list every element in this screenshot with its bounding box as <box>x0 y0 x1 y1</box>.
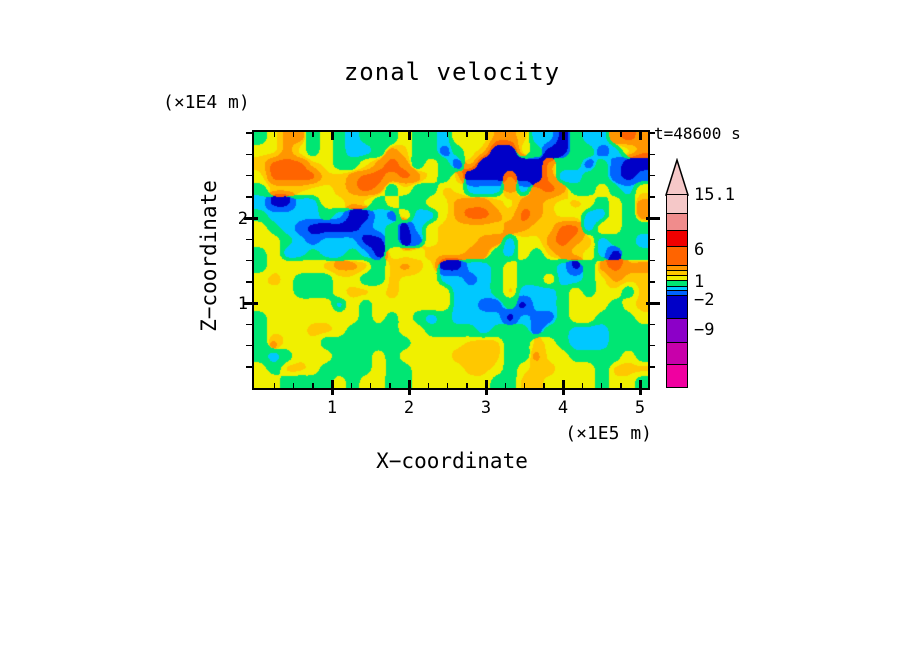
tick-mark <box>504 383 506 388</box>
tick-mark <box>446 132 449 137</box>
tick-mark <box>649 259 655 262</box>
tick-mark <box>543 383 545 388</box>
tick-mark <box>246 344 252 347</box>
tick-mark <box>427 383 429 388</box>
colorbar-segment <box>666 318 688 343</box>
tick-mark <box>292 132 295 137</box>
tick-mark <box>312 383 314 388</box>
tick-mark <box>581 132 583 137</box>
tick-mark <box>649 238 655 240</box>
tick-mark <box>581 383 583 388</box>
tick-mark <box>427 132 429 137</box>
y-tick-label: 1 <box>237 294 248 314</box>
tick-mark <box>246 196 252 198</box>
tick-mark <box>246 132 252 134</box>
colorbar-value-label: −2 <box>694 290 715 310</box>
colorbar-value-label: 1 <box>694 272 705 292</box>
tick-mark <box>273 383 275 388</box>
tick-mark <box>350 132 352 137</box>
tick-mark <box>561 132 565 140</box>
tick-mark <box>350 383 352 388</box>
tick-mark <box>389 132 391 137</box>
tick-mark <box>246 259 252 262</box>
tick-mark <box>504 132 506 137</box>
colorbar-segment <box>666 342 688 365</box>
tick-mark <box>638 132 642 140</box>
tick-mark <box>389 383 391 388</box>
tick-mark <box>646 216 660 220</box>
tick-mark <box>638 380 642 395</box>
tick-mark <box>244 216 258 220</box>
plot-frame <box>252 130 650 390</box>
tick-mark <box>649 174 655 177</box>
tick-mark <box>446 383 449 388</box>
tick-mark <box>369 383 372 388</box>
tick-mark <box>246 174 252 177</box>
x-tick-label: 5 <box>634 398 646 418</box>
tick-mark <box>312 132 314 137</box>
tick-mark <box>246 323 252 325</box>
tick-mark <box>484 132 488 140</box>
tick-mark <box>649 196 655 198</box>
y-axis-units-label: (×1E4 m) <box>163 92 250 113</box>
tick-mark <box>246 238 252 240</box>
colorbar-segment <box>666 295 688 319</box>
tick-mark <box>407 132 411 140</box>
tick-mark <box>407 380 411 395</box>
tick-mark <box>330 380 334 395</box>
x-tick-label: 3 <box>480 398 492 418</box>
tick-mark <box>646 301 660 305</box>
colorbar-segment <box>666 213 688 231</box>
tick-mark <box>543 132 545 137</box>
tick-mark <box>523 383 526 388</box>
tick-mark <box>620 383 622 388</box>
x-axis-title: X−coordinate <box>376 449 528 473</box>
colorbar-value-label: 15.1 <box>694 185 735 205</box>
colorbar-arrow-icon <box>664 158 690 196</box>
x-tick-label: 4 <box>557 398 569 418</box>
tick-mark <box>523 132 526 137</box>
tick-mark <box>244 301 258 305</box>
tick-mark <box>246 281 252 283</box>
colorbar-segment <box>666 246 688 266</box>
y-axis-title: Z−coordinate <box>197 180 221 332</box>
x-tick-label: 1 <box>326 398 338 418</box>
tick-mark <box>649 281 655 283</box>
tick-mark <box>246 153 252 155</box>
y-tick-label: 2 <box>237 209 248 229</box>
colorbar-segment <box>666 194 688 214</box>
x-axis-units-label: (×1E5 m) <box>565 423 652 444</box>
tick-mark <box>649 132 655 134</box>
chart-title: zonal velocity <box>343 58 561 86</box>
timestamp-label: t=48600 s <box>654 124 741 143</box>
tick-mark <box>600 132 603 137</box>
colorbar-segment <box>666 364 688 388</box>
tick-mark <box>649 323 655 325</box>
tick-mark <box>649 344 655 347</box>
tick-mark <box>649 153 655 155</box>
tick-mark <box>246 366 252 368</box>
colorbar <box>666 194 688 388</box>
colorbar-segment <box>666 230 688 247</box>
tick-mark <box>369 132 372 137</box>
tick-mark <box>330 132 334 140</box>
tick-mark <box>600 383 603 388</box>
tick-mark <box>484 380 488 395</box>
colorbar-value-label: 6 <box>694 240 705 260</box>
tick-mark <box>273 132 275 137</box>
colorbar-value-label: −9 <box>694 320 715 340</box>
tick-mark <box>466 383 468 388</box>
x-tick-label: 2 <box>403 398 415 418</box>
heatmap-field <box>254 132 648 388</box>
tick-mark <box>649 366 655 368</box>
tick-mark <box>466 132 468 137</box>
tick-mark <box>561 380 565 395</box>
tick-mark <box>292 383 295 388</box>
tick-mark <box>620 132 622 137</box>
